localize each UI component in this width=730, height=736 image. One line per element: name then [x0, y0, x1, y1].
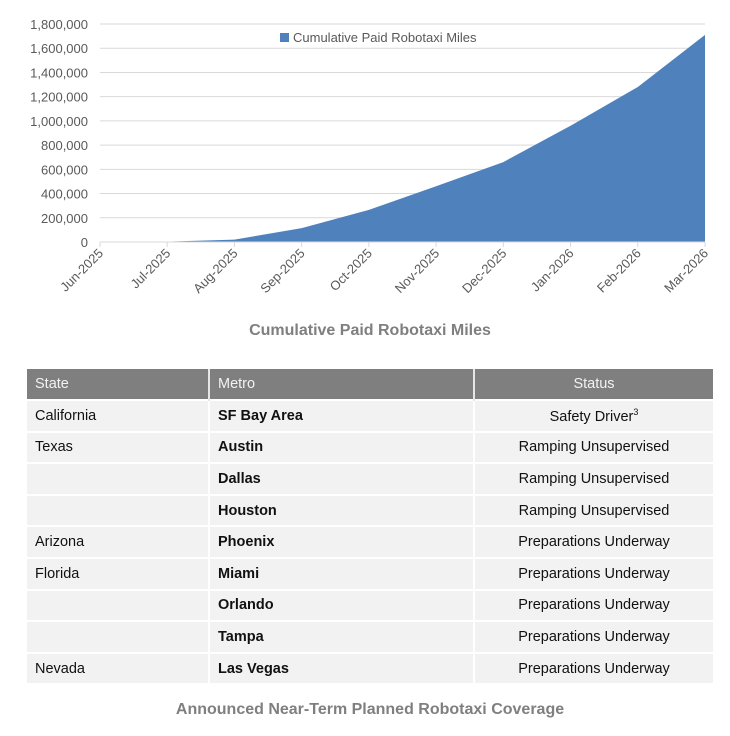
y-tick-label: 1,000,000 [30, 114, 88, 129]
cell-metro: Orlando [209, 588, 475, 622]
cell-metro: Phoenix [209, 525, 475, 558]
table-row: Florida Miami Preparations Underway [27, 556, 713, 590]
legend: Cumulative Paid Robotaxi Miles [280, 30, 477, 45]
table-row: Tampa Preparations Underway [27, 620, 713, 653]
chart-caption: Cumulative Paid Robotaxi Miles [249, 322, 491, 339]
cell-metro: Houston [209, 493, 475, 527]
y-tick-label: 1,400,000 [30, 65, 88, 80]
table-row: Dallas Ramping Unsupervised [27, 462, 713, 495]
table-row: Orlando Preparations Underway [27, 588, 713, 622]
cell-state [27, 588, 210, 622]
cell-metro: Miami [209, 556, 475, 590]
cell-state: Texas [27, 430, 210, 464]
y-tick-label: 1,600,000 [30, 41, 88, 56]
cell-status: Preparations Underway [474, 556, 713, 590]
y-tick-label: 400,000 [41, 187, 88, 202]
footnote-marker: 3 [633, 406, 639, 417]
cell-state [27, 493, 210, 527]
cell-state: California [27, 399, 210, 432]
x-tick-label: Jul-2025 [127, 246, 173, 292]
x-tick-label: Aug-2025 [190, 246, 240, 296]
header-metro: Metro [209, 369, 475, 400]
coverage-table: State Metro Status California SF Bay Are… [27, 369, 713, 684]
header-status: Status [474, 369, 713, 400]
area-chart: 0 200,000 400,000 600,000 800,000 1,000,000 1,… [30, 17, 711, 296]
cell-metro: Tampa [209, 620, 475, 653]
cell-status: Preparations Underway [474, 620, 713, 653]
cell-status: Ramping Unsupervised [474, 493, 713, 527]
x-tick-label: Nov-2025 [392, 246, 442, 296]
y-tick-label: 0 [81, 235, 88, 250]
table-caption: Announced Near-Term Planned Robotaxi Cov… [175, 701, 565, 718]
cell-state: Arizona [27, 525, 210, 558]
cell-status: Ramping Unsupervised [474, 462, 713, 495]
x-tick-label: Dec-2025 [459, 246, 509, 296]
y-axis: 0 200,000 400,000 600,000 800,000 1,000,000 1,… [30, 17, 88, 250]
y-tick-label: 1,800,000 [30, 17, 88, 32]
gridlines [100, 23, 705, 219]
cell-state: Florida [27, 556, 210, 590]
table-row: California SF Bay Area Safety Driver3 [27, 399, 713, 432]
table-row: Arizona Phoenix Preparations Underway [27, 525, 713, 558]
cell-status: Safety Driver3 [474, 399, 713, 432]
x-tick-label: Oct-2025 [327, 246, 375, 294]
y-tick-label: 600,000 [41, 162, 88, 177]
status-text: Safety Driver [549, 408, 634, 425]
x-tick-label: Mar-2026 [661, 246, 711, 296]
cell-metro: SF Bay Area [209, 399, 475, 432]
x-tick-label: Sep-2025 [257, 246, 307, 296]
cell-state: Nevada [27, 651, 210, 684]
cell-state [27, 620, 210, 653]
table-row: Houston Ramping Unsupervised [27, 493, 713, 527]
table-header-row: State Metro Status [27, 369, 713, 400]
cell-metro: Dallas [209, 462, 475, 495]
x-tick-label: Jun-2025 [57, 246, 106, 295]
cell-metro: Las Vegas [209, 651, 475, 684]
legend-swatch [280, 33, 289, 42]
header-state: State [27, 369, 210, 400]
cell-status: Preparations Underway [474, 588, 713, 622]
cell-status: Preparations Underway [474, 525, 713, 558]
cell-state [27, 462, 210, 495]
cell-status: Preparations Underway [474, 651, 713, 684]
legend-label: Cumulative Paid Robotaxi Miles [293, 30, 477, 45]
y-tick-label: 200,000 [41, 211, 88, 226]
y-tick-label: 1,200,000 [30, 90, 88, 105]
area-series-cumulative-miles [100, 34, 705, 243]
table-row: Nevada Las Vegas Preparations Underway [27, 651, 713, 684]
table-row: Texas Austin Ramping Unsupervised [27, 430, 713, 464]
x-tick-label: Jan-2026 [528, 246, 577, 295]
cell-status: Ramping Unsupervised [474, 430, 713, 464]
cell-metro: Austin [209, 430, 475, 464]
y-tick-label: 800,000 [41, 138, 88, 153]
x-tick-label: Feb-2026 [594, 246, 644, 296]
x-axis: Jun-2025 Jul-2025 Aug-2025 Sep-2025 Oct-2025… [57, 242, 711, 296]
